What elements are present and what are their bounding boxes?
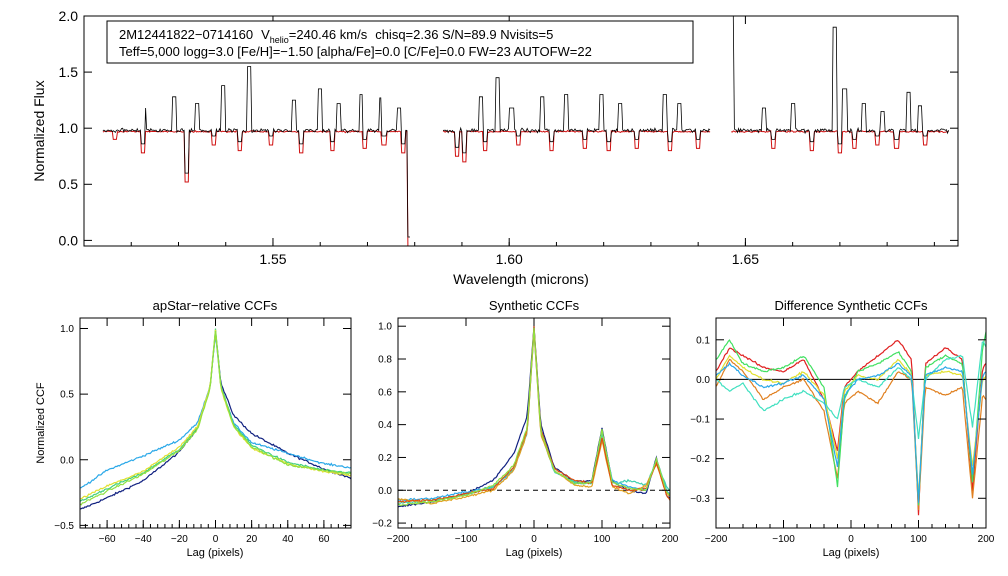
difference-ccf-line-5	[715, 341, 987, 439]
synthetic-ccf-ytick-label: 0.2	[378, 453, 392, 464]
synthetic-ccf-line-4	[397, 331, 671, 505]
spectrum-model-line	[102, 129, 949, 247]
spectrum-ytick-label: 1.0	[59, 120, 79, 136]
apstar-ccf-xtick-label: −60	[99, 534, 116, 545]
apstar-ccf-xtick-label: 0	[213, 534, 219, 545]
difference-ccf-line-4	[715, 354, 987, 498]
synthetic-ccf-xtick-label: −200	[387, 534, 410, 545]
synthetic-ccf-xtick-label: 0	[531, 534, 537, 545]
synthetic-ccf-line-5	[397, 326, 671, 504]
apstar-ccf-xtick-label: 40	[282, 534, 294, 545]
spectrum-ytick-label: 1.5	[59, 64, 79, 80]
synthetic-ccf-panel: Synthetic CCFs −200 −100 0 100 200 −0.2 0.0 0.2…	[372, 298, 679, 559]
synthetic-ccf-ytick-label: 1.0	[378, 322, 392, 333]
difference-ccf-ytick-label: −0.3	[690, 494, 710, 505]
difference-ccf-line-3	[715, 331, 987, 506]
spectrum-ytick-label: 2.0	[59, 8, 79, 24]
synthetic-ccf-line-3	[397, 331, 671, 506]
apstar-ccf-xtick-label: 60	[318, 534, 330, 545]
apstar-ccf-line-3	[79, 328, 352, 502]
synthetic-ccf-title: Synthetic CCFs	[489, 298, 580, 313]
apstar-ccf-ytick-label: 0.5	[60, 390, 74, 401]
apstar-ccf-line-5	[79, 331, 352, 506]
difference-ccf-series	[715, 331, 987, 516]
difference-ccf-line-6	[715, 361, 987, 503]
difference-ccf-ytick-label: 0.0	[696, 375, 710, 386]
difference-ccf-xtick-label: −100	[772, 534, 795, 545]
spectrum-ylabel: Normalized Flux	[31, 80, 47, 181]
apstar-ccf-xtick-label: 20	[246, 534, 258, 545]
apstar-ccf-line-2	[79, 333, 352, 489]
apstar-ccf-title: apStar−relative CCFs	[153, 298, 278, 313]
synthetic-ccf-xtick-label: 200	[662, 534, 679, 545]
synthetic-ccf-line-6	[398, 327, 671, 507]
difference-ccf-ytick-label: −0.1	[690, 415, 710, 426]
spectrum-ytick-label: 0.5	[59, 176, 79, 192]
synthetic-ccf-line-1	[397, 326, 671, 508]
spectrum-data	[102, 15, 949, 247]
spectrum-xtick-label: 1.60	[496, 251, 523, 267]
difference-ccf-title: Difference Synthetic CCFs	[775, 298, 928, 313]
synthetic-ccf-ytick-label: 0.8	[378, 355, 392, 366]
difference-ccf-xtick-label: 100	[910, 534, 927, 545]
difference-ccf-xtick-label: −200	[705, 534, 728, 545]
apstar-ccf-ylabel: Normalized CCF	[35, 382, 47, 464]
apstar-ccf-ytick-label: 0.0	[60, 455, 74, 466]
difference-ccf-ytick-label: 0.1	[696, 335, 710, 346]
synthetic-ccf-ticks: −200 −100 0 100 200 −0.2 0.0 0.2 0.4 0.6 0.8 1.0	[372, 318, 679, 545]
annotation-params: Teff=5,000 logg=3.0 [Fe/H]=−1.50 [alpha/…	[119, 44, 592, 59]
apstar-ccf-ytick-label: 1.0	[60, 324, 74, 335]
apstar-ccf-series	[79, 328, 352, 510]
synthetic-ccf-ytick-label: 0.4	[378, 420, 392, 431]
synthetic-ccf-xtick-label: −100	[455, 534, 478, 545]
annotation-line-1: 2M12441822−0714160 Vhelio=240.46 km/s chis…	[119, 27, 553, 45]
apstar-ccf-ticks: −60 −40 −20 0 20 40 60 −0.5 0.0 0.5 1.0	[54, 318, 351, 545]
synthetic-ccf-xtick-label: 100	[594, 534, 611, 545]
spectrum-xlabel: Wavelength (microns)	[453, 271, 589, 287]
apstar-ccf-axes-frame	[79, 317, 352, 529]
vhelio-value: =240.46 km/s	[289, 27, 368, 42]
annotation-box	[106, 20, 694, 64]
difference-ccf-xtick-label: 200	[978, 534, 995, 545]
vhelio-subscript: helio	[270, 35, 289, 45]
synthetic-ccf-ytick-label: −0.2	[372, 519, 392, 530]
difference-ccf-line-1	[715, 340, 987, 516]
spectrum-xtick-label: 1.55	[259, 251, 286, 267]
spectrum-xtick-label: 1.65	[732, 251, 759, 267]
synthetic-ccf-xlabel: Lag (pixels)	[506, 547, 563, 559]
spectrum-ticks: 1.55 1.60 1.65 0.0 0.5 1.0 1.5 2.0	[59, 8, 958, 267]
apstar-ccf-line-4	[80, 329, 352, 500]
synthetic-ccf-ytick-label: 0.6	[378, 387, 392, 398]
synthetic-ccf-series	[397, 326, 671, 508]
apstar-ccf-xlabel: Lag (pixels)	[187, 547, 244, 559]
difference-ccf-ytick-label: −0.2	[690, 454, 710, 465]
spectrum-observed-line	[102, 15, 949, 238]
difference-ccf-xtick-label: 0	[848, 534, 854, 545]
spectrum-axes-frame	[83, 15, 959, 247]
vhelio-label: V	[261, 27, 270, 42]
apstar-ccf-ytick-label: −0.5	[54, 521, 74, 532]
difference-ccf-ticks: −200 −100 0 100 200 −0.3 −0.2 −0.1 0.0 0.1	[690, 318, 995, 545]
spectrum-ytick-label: 0.0	[59, 232, 79, 248]
apstar-ccf-xtick-label: −20	[171, 534, 188, 545]
spectrum-panel: 1.55 1.60 1.65 0.0 0.5 1.0 1.5 2.0 Wavelength (…	[31, 8, 959, 287]
synthetic-ccf-line-2	[397, 329, 671, 502]
synthetic-ccf-ytick-label: 0.0	[378, 486, 392, 497]
apstar-ccf-xtick-label: −40	[135, 534, 152, 545]
difference-ccf-xlabel: Lag (pixels)	[823, 547, 880, 559]
fit-stats: chisq=2.36 S/N=89.9 Nvisits=5	[375, 27, 553, 42]
difference-ccf-line-2	[715, 358, 987, 511]
difference-ccf-panel: Difference Synthetic CCFs −200 −100 0 100 20…	[690, 298, 995, 559]
apstar-ccf-panel: apStar−relative CCFs −60 −40 −20 0 20 40 60 −0.…	[35, 298, 352, 559]
difference-ccf-axes-frame	[715, 317, 987, 529]
star-id: 2M12441822−0714160	[119, 27, 253, 42]
